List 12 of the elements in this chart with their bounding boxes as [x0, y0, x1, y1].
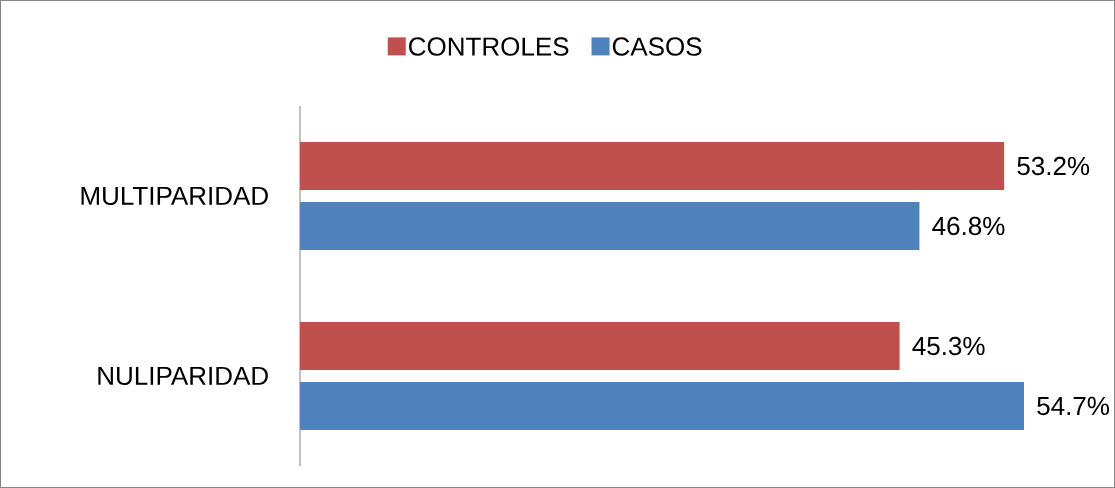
bar — [300, 202, 920, 250]
data-label: 45.3% — [912, 336, 985, 356]
data-label: 53.2% — [1017, 156, 1090, 176]
bar — [300, 382, 1024, 431]
data-label: 54.7% — [1037, 396, 1109, 416]
y-tick-label: MULTIPARIDAD — [81, 186, 268, 206]
legend-label: CONTROLES — [409, 37, 569, 56]
data-label: 46.8% — [932, 216, 1005, 236]
legend-label: CASOS — [612, 37, 702, 56]
y-tick-label: NULIPARIDAD — [98, 366, 268, 386]
bar — [300, 322, 900, 370]
bar — [300, 142, 1005, 191]
